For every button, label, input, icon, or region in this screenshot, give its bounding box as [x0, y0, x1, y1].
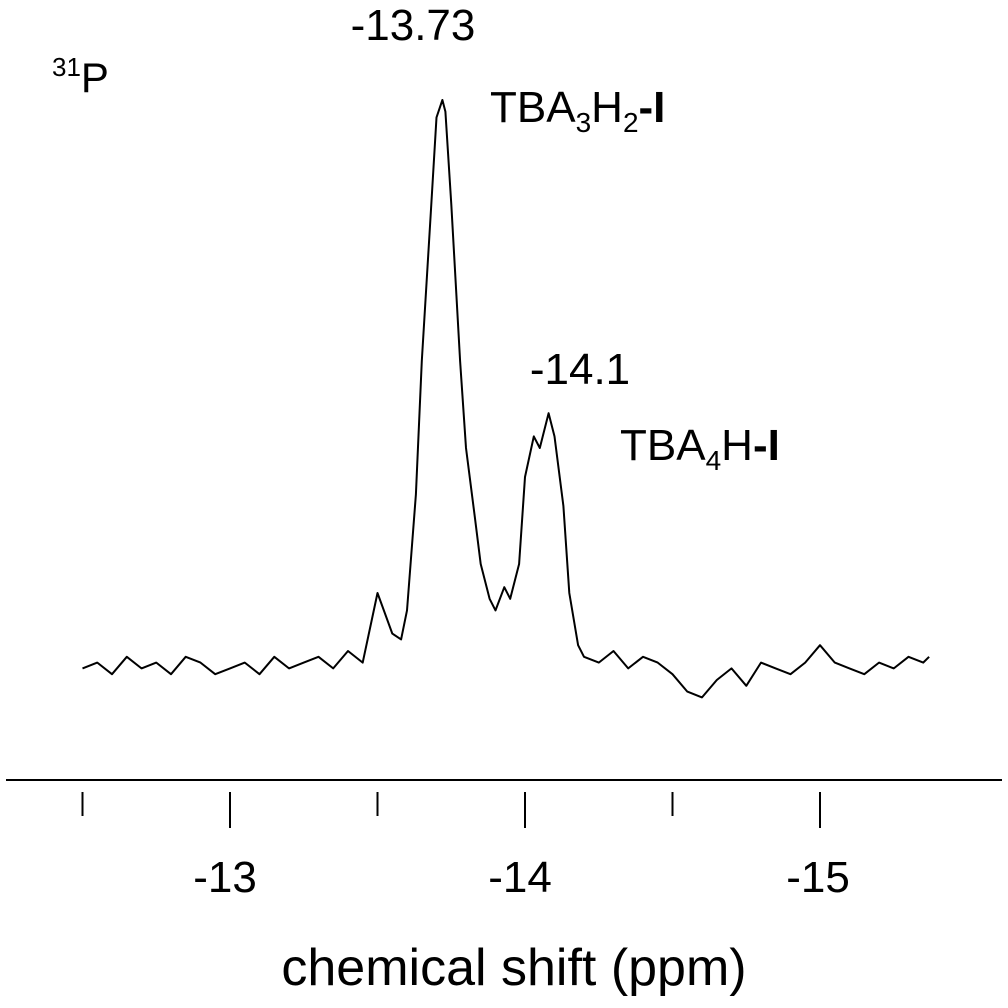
compound-dash-1: -	[639, 83, 654, 132]
compound-base-2: TBA	[620, 421, 706, 470]
compound-bold-2: I	[768, 421, 780, 470]
compound-sub2-1: 2	[623, 107, 639, 138]
spectrum-trace	[82, 99, 930, 699]
tick-label-14: -14	[488, 853, 552, 902]
compound-base-1: TBA	[490, 83, 576, 132]
tick-label-13: -13	[193, 853, 257, 902]
compound-mid-1: H	[591, 83, 623, 132]
compound-bold-1: I	[653, 83, 665, 132]
x-axis-label: chemical shift (ppm)	[281, 939, 746, 997]
peak-compound-label-2: TBA4H-I	[620, 421, 780, 476]
nucleus-symbol: P	[81, 54, 109, 101]
compound-sub1-1: 3	[576, 107, 592, 138]
compound-mid-2: H	[721, 421, 753, 470]
x-axis-ticks	[81, 792, 821, 828]
nucleus-label: 31P	[52, 52, 109, 101]
nucleus-mass: 31	[52, 52, 81, 82]
peak-compound-label-1: TBA3H2-I	[490, 83, 665, 138]
peak-shift-label-1: -13.73	[351, 1, 476, 50]
compound-dash-2: -	[753, 421, 768, 470]
tick-label-15: -15	[786, 853, 850, 902]
compound-sub1-2: 4	[706, 445, 722, 476]
peak-shift-label-2: -14.1	[530, 345, 630, 394]
